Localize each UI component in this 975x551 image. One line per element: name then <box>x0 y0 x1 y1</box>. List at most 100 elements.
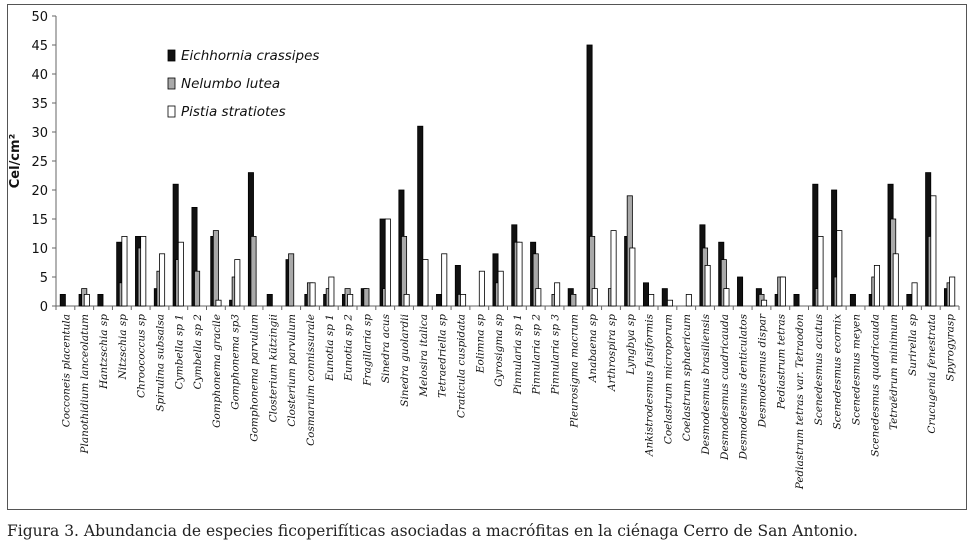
x-tick-label: Pinnularia sp 2 <box>531 314 543 396</box>
bar-3 <box>779 276 786 307</box>
y-tick-label: 15 <box>31 213 48 228</box>
x-tick-label: Scenedesmus acutus <box>813 313 825 425</box>
bar-1 <box>793 293 800 307</box>
bar-3 <box>817 235 824 307</box>
bar-3 <box>234 259 241 307</box>
bar-3 <box>83 293 90 307</box>
x-tick-label: Scenedesmus meyen <box>851 314 863 425</box>
x-tick-label: Closterium parvulum <box>286 314 298 427</box>
x-tick-labels: Cocconeis placentula Planothidium lanceol… <box>60 313 956 490</box>
bar-3 <box>478 270 485 307</box>
bar-1 <box>849 293 856 307</box>
y-tick-label: 40 <box>31 68 48 83</box>
bar-1 <box>97 293 104 307</box>
bar-3 <box>685 293 692 307</box>
x-tick-label: Craticula cuspidata <box>455 314 467 418</box>
bar-2 <box>288 253 295 307</box>
bar-3 <box>215 299 222 307</box>
x-tick-label: Arthrospira sp <box>606 314 618 392</box>
x-tick-label: Anabaena sp <box>587 314 599 384</box>
bar-3 <box>403 293 410 307</box>
figure-caption: Figura 3. Abundancia de especies ficoper… <box>7 522 858 540</box>
bar-3 <box>535 288 542 307</box>
x-tick-label: Cosmaruim connissurale <box>305 314 317 446</box>
x-tick-label: Pinnularia sp 3 <box>550 314 562 396</box>
bar-1 <box>737 276 744 307</box>
y-tick-label: 50 <box>31 10 48 25</box>
x-tick-label: Coelastrum microporum <box>662 314 674 444</box>
legend-swatch <box>167 49 176 62</box>
legend-label: Nelumbo lutea <box>181 76 280 92</box>
x-tick-label: Chroococcus sp <box>136 314 148 398</box>
x-tick-label: Tetraëdrum minimum <box>888 314 900 430</box>
chart-bars <box>59 44 956 307</box>
bar-3 <box>384 218 391 307</box>
bar-3 <box>836 230 843 307</box>
bar-1 <box>417 125 424 307</box>
x-tick-label: Pediastrum tetras <box>775 313 787 410</box>
bar-chart: Cocconeis placentula Planothidium lanceol… <box>8 10 960 490</box>
bar-3 <box>930 195 937 307</box>
x-tick-label: Cocconeis placentula <box>60 314 72 427</box>
y-tick-labels: 0 5 10 15 20 25 30 35 40 45 50 <box>31 10 48 315</box>
y-tick-label: 5 <box>40 271 48 286</box>
x-tick-label: Sinedra acus <box>380 313 392 383</box>
x-tick-label: Sinedra guolardii <box>399 314 411 407</box>
bar-3 <box>516 241 523 307</box>
x-tick-label: Fragillaria sp <box>361 314 373 387</box>
chart-frame <box>7 4 967 510</box>
x-tick-label: Ankistrodesmus fusiformis <box>644 313 656 457</box>
x-tick-label: Cymbella sp 2 <box>192 314 204 390</box>
y-tick-label: 35 <box>31 97 48 112</box>
y-tick-label: 20 <box>31 184 48 199</box>
bar-3 <box>554 282 561 307</box>
bar-3 <box>159 253 166 307</box>
x-tick-label: Gomphonema gracile <box>211 314 223 428</box>
x-tick-label: Pediastrum tetras var. Tetraodon <box>794 314 806 490</box>
x-tick-label: Gomphonema sp3 <box>230 314 242 410</box>
y-tick-label: 25 <box>31 155 48 170</box>
x-tick-label: Surirella sp <box>907 314 919 376</box>
legend-label: Pistia stratiotes <box>181 104 286 120</box>
x-tick-label: Pleurosigma macrum <box>568 314 580 429</box>
bar-3 <box>610 230 617 307</box>
x-tick-label: Desmodesmus denticulatos <box>738 313 750 460</box>
bar-3 <box>140 235 147 307</box>
x-tick-label: Pinnularia sp 1 <box>512 314 524 395</box>
x-tick-label: Coelastrum sphaericum <box>681 314 693 441</box>
bar-2 <box>363 288 370 307</box>
y-tick-label: 10 <box>31 242 48 257</box>
bar-3 <box>309 282 316 307</box>
x-tick-label: Closterium kützingii <box>267 314 279 422</box>
x-tick-label: Scenedesmus quadricauda <box>869 314 881 457</box>
bar-2 <box>570 293 577 307</box>
y-tick-label: 30 <box>31 126 48 141</box>
bar-3 <box>704 264 711 307</box>
bar-2 <box>194 270 201 307</box>
bar-3 <box>347 293 354 307</box>
bar-3 <box>911 282 918 307</box>
bar-3 <box>497 270 504 307</box>
bar-2 <box>212 230 219 307</box>
x-tick-label: Planothidium lanceolatum <box>79 314 91 455</box>
bar-1 <box>906 293 913 307</box>
x-tick-label: Desmodesmus brasiliensis <box>700 313 712 455</box>
bar-1 <box>642 282 649 307</box>
bar-3 <box>422 259 429 307</box>
bar-3 <box>892 253 899 307</box>
bar-1 <box>59 293 66 307</box>
bar-1 <box>266 293 273 307</box>
legend-swatch <box>167 105 176 118</box>
x-tick-label: Desmodesmus dispar <box>756 313 768 429</box>
x-tick-label: Desmodesmus cuadricauda <box>719 314 731 461</box>
bar-1 <box>436 293 443 307</box>
legend-swatch <box>167 77 176 90</box>
bar-3 <box>460 293 467 307</box>
x-tick-label: Spyrogyrasp <box>945 314 957 382</box>
x-tick-label: Hantzschia sp <box>98 314 110 390</box>
x-tick-label: Melosira italica <box>418 314 430 398</box>
bar-3 <box>761 299 768 307</box>
bar-3 <box>441 253 448 307</box>
x-tick-label: Spirulina subsalsa <box>154 314 166 412</box>
x-tick-label: Eunotia sp 2 <box>343 314 355 382</box>
